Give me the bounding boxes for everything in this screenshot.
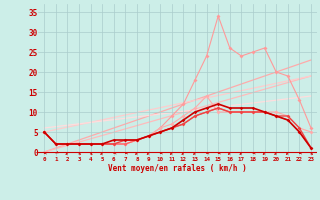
X-axis label: Vent moyen/en rafales ( km/h ): Vent moyen/en rafales ( km/h ) [108,164,247,173]
